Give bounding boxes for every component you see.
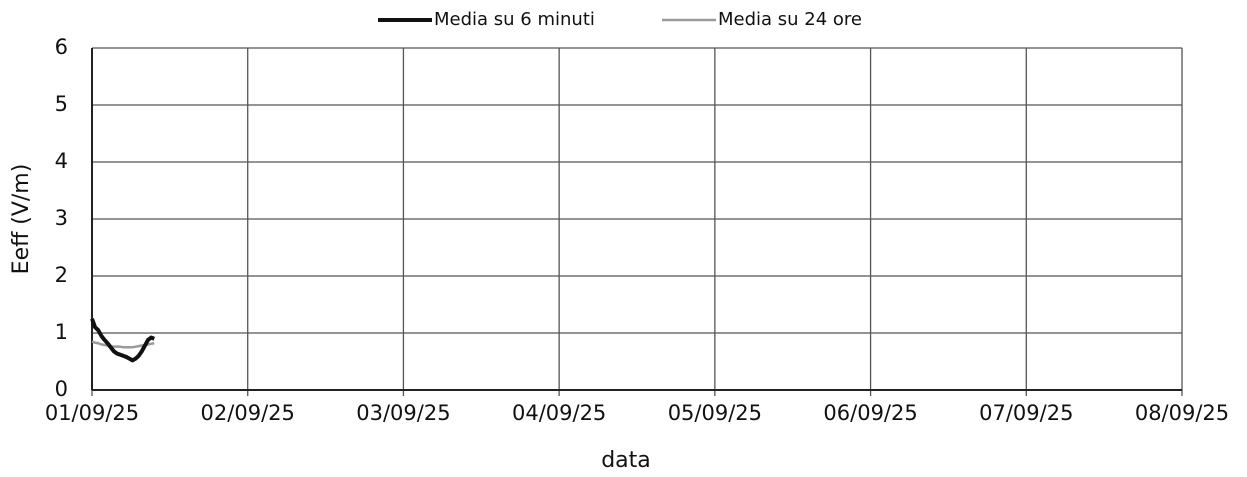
x-tick-label: 06/09/25 <box>823 401 917 425</box>
y-axis-title: Eeff (V/m) <box>9 164 34 275</box>
y-tick-label: 2 <box>55 263 68 287</box>
y-tick-label: 6 <box>55 35 68 59</box>
x-tick-label: 01/09/25 <box>45 401 139 425</box>
x-axis-title: data <box>601 448 651 473</box>
legend-label: Media su 6 minuti <box>434 9 595 30</box>
y-tick-label: 3 <box>55 206 68 230</box>
x-tick-label: 04/09/25 <box>512 401 606 425</box>
y-tick-label: 1 <box>55 320 68 344</box>
x-tick-label: 07/09/25 <box>979 401 1073 425</box>
y-tick-label: 4 <box>55 149 68 173</box>
y-tick-label: 0 <box>55 377 68 401</box>
x-tick-label: 08/09/25 <box>1135 401 1229 425</box>
series-line <box>90 318 155 363</box>
x-tick-label: 05/09/25 <box>668 401 762 425</box>
x-tick-label: 02/09/25 <box>201 401 295 425</box>
x-tick-label: 03/09/25 <box>356 401 450 425</box>
legend-label: Media su 24 ore <box>718 9 862 30</box>
y-tick-label: 5 <box>55 92 68 116</box>
